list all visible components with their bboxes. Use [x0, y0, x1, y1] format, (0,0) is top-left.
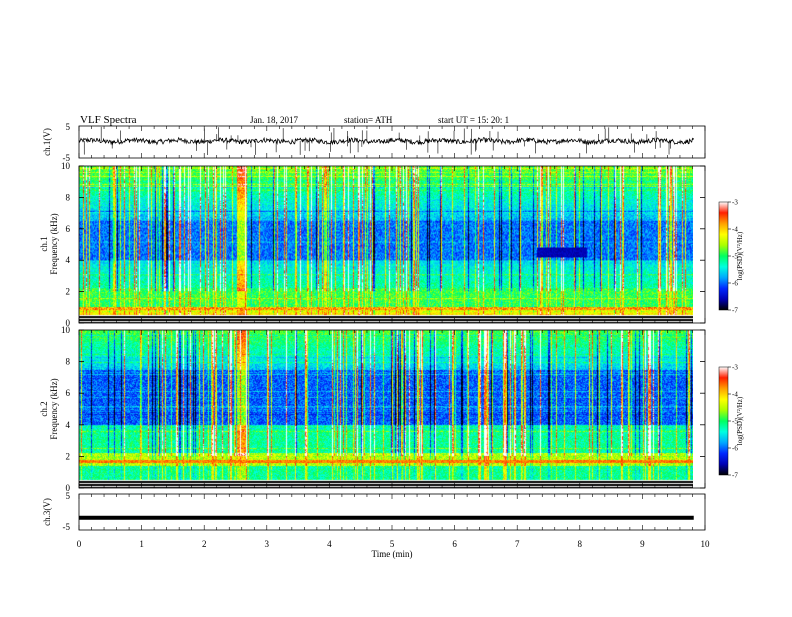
- time-axis-tick-label: 2: [202, 539, 207, 549]
- time-axis-tick-label: 10: [701, 539, 711, 549]
- ch2-colorbar-tick-label: -4: [732, 391, 738, 399]
- ch1-ytick-label: 4: [66, 255, 71, 265]
- station-label: station= ATH: [344, 115, 393, 125]
- ch1-waveform-frame: [78, 125, 706, 159]
- ch1-colorbar-tick-label: -4: [732, 226, 738, 234]
- ch1-colorbar-tick-label: -5: [732, 253, 738, 261]
- ch1-spectrogram-panel: 0 2 4 6 8 10 ch.1 Frequency (kHz) -3 -4 -5 -6 -7 l…: [39, 161, 744, 328]
- time-axis-tick-label: 8: [578, 539, 583, 549]
- ch1-ytick-label: 2: [66, 287, 71, 297]
- date-label: Jan. 18, 2017: [250, 115, 298, 125]
- time-axis-tick-label: 7: [515, 539, 520, 549]
- ch2-colorbar-gradient: [718, 366, 729, 476]
- ch1-colorbar: -3 -4 -5 -6 -7 log(PSD)(V²/Hz): [718, 199, 744, 315]
- ch2-colorbar-tick-label: -5: [732, 418, 738, 426]
- ch2-ytick-label: 8: [66, 357, 71, 367]
- ch2-colorbar-tick-label: -3: [732, 364, 738, 372]
- time-axis-tick-label: 3: [265, 539, 270, 549]
- ch1-ytick-label: 0: [66, 318, 71, 328]
- ch2-spectrogram-channel-label: ch.2: [39, 401, 49, 416]
- ch2-ytick-label: 0: [66, 483, 71, 493]
- ch1-waveform-panel: 5 -5 ch.1(V): [42, 122, 706, 163]
- start-time-label: start UT = 15: 20: 1: [438, 115, 509, 125]
- ch3-ytick-bottom: -5: [63, 522, 71, 532]
- ch3-ytick-top: 5: [66, 491, 71, 501]
- ch1-colorbar-gradient: [718, 201, 729, 311]
- ch1-ytick-label: 10: [61, 161, 71, 171]
- ch1-colorbar-tick-label: -6: [732, 280, 738, 288]
- ch2-colorbar-label: log(PSD)(V²/Hz): [736, 396, 744, 445]
- ch1-colorbar-label: log(PSD)(V²/Hz): [736, 231, 744, 280]
- ch2-ytick-label: 6: [66, 388, 71, 398]
- time-axis-tick-label: 4: [327, 539, 332, 549]
- ch2-spectrogram-yticks: 0 2 4 6 8 10: [61, 325, 705, 493]
- ch3-waveform-ylabel: ch.3(V): [42, 498, 52, 526]
- ch1-ytick-top: 5: [66, 122, 71, 132]
- ch2-colorbar: -3 -4 -5 -6 -7 log(PSD)(V²/Hz): [718, 364, 744, 480]
- ch3-waveform-frame: [78, 493, 706, 531]
- ch1-waveform-ylabel: ch.1(V): [42, 128, 52, 156]
- time-axis-tick-label: 1: [139, 539, 144, 549]
- time-axis-tick-label: 5: [390, 539, 395, 549]
- time-axis-tick-label: 0: [77, 539, 82, 549]
- ch1-waveform-trace: [78, 136, 695, 146]
- time-axis: 0 1 2 3 4 5 6 7 8 9 10: [77, 126, 710, 549]
- ch1-spectrogram-image: [79, 166, 693, 323]
- ch2-ytick-label: 10: [61, 325, 71, 335]
- ch2-spectrogram-panel: 0 2 4 6 8 10 ch.2 Frequency (kHz) -3 -4 -5 -6 -7 l…: [39, 325, 744, 493]
- ch3-waveform-trace: [79, 515, 694, 520]
- time-axis-tick-label: 9: [640, 539, 645, 549]
- ch2-spectrogram-image: [79, 330, 693, 488]
- ch1-ytick-bottom: -5: [63, 153, 71, 163]
- ch2-colorbar-tick-label: -7: [732, 472, 738, 480]
- ch1-colorbar-tick-label: -3: [732, 199, 738, 207]
- figure-title: VLF Spectra: [80, 114, 137, 126]
- ch1-waveform-spikes: [83, 126, 671, 156]
- ch2-ytick-label: 4: [66, 420, 71, 430]
- ch1-spectrogram-yticks: 0 2 4 6 8 10: [61, 161, 705, 328]
- ch1-spectrogram-channel-label: ch.1: [39, 236, 49, 251]
- ch2-ytick-label: 2: [66, 451, 71, 461]
- ch2-spectrogram-ylabel: Frequency (kHz): [49, 378, 59, 439]
- ch1-ytick-label: 6: [66, 224, 71, 234]
- ch2-colorbar-tick-label: -6: [732, 445, 738, 453]
- ch1-ytick-label: 8: [66, 192, 71, 202]
- ch1-colorbar-tick-label: -7: [732, 307, 738, 315]
- ch1-spectrogram-ylabel: Frequency (kHz): [49, 213, 59, 274]
- time-axis-tick-label: 6: [452, 539, 457, 549]
- time-axis-label: Time (min): [372, 549, 413, 559]
